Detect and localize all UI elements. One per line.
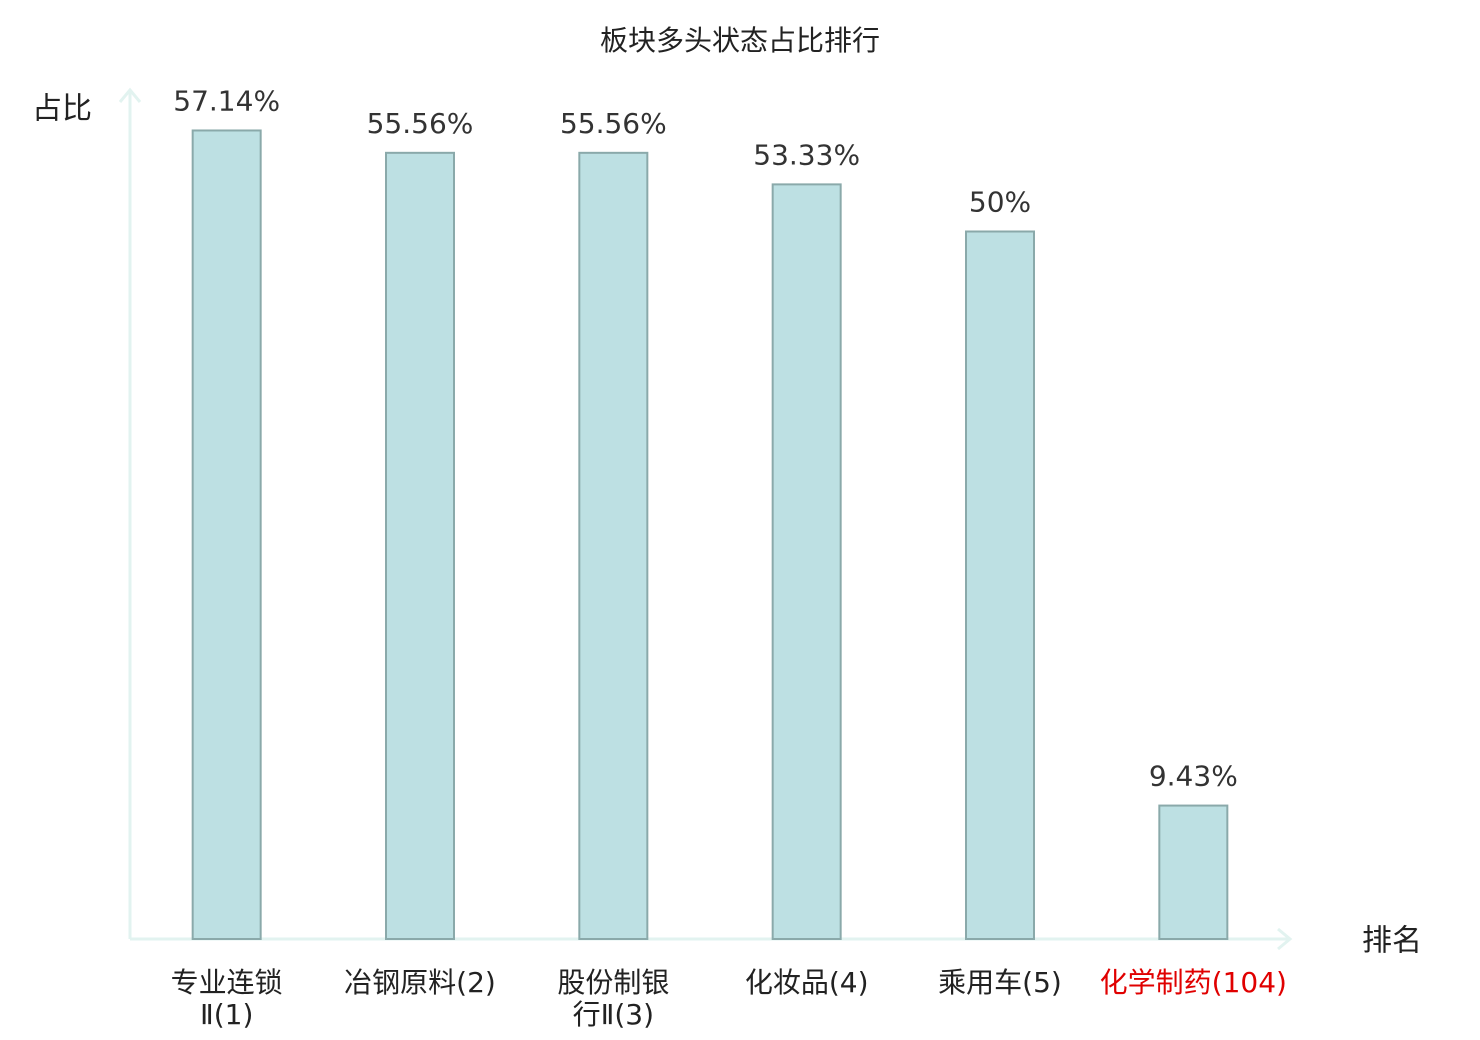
value-label: 55.56% [367,107,474,140]
x-tick-label: 化妆品(4) [745,966,869,999]
bar [578,151,649,941]
value-label: 9.43% [1149,760,1238,793]
bar [191,129,262,940]
y-axis-label: 占比 [32,92,92,127]
value-label: 57.14% [173,84,280,117]
x-tick-label: 化学制药(104) [1100,966,1287,999]
bar [385,151,455,941]
chart-title: 板块多头状态占比排行 [600,24,880,57]
x-tick-label: 乘用车(5) [938,966,1062,999]
bar [1158,804,1229,940]
bar [965,230,1035,940]
bar [771,183,842,940]
x-axis-label: 排名 [1362,924,1422,959]
value-label: 53.33% [753,138,860,171]
value-label: 50% [969,186,1031,219]
value-label: 55.56% [560,107,667,140]
y-axis [118,87,142,939]
x-tick-label: 冶钢原料(2) [344,966,496,999]
x-tick-label: 专业连锁 Ⅱ(1) [171,966,283,1031]
x-tick-label: 股份制银行Ⅱ(3) [557,966,669,1031]
x-axis [130,927,1293,951]
